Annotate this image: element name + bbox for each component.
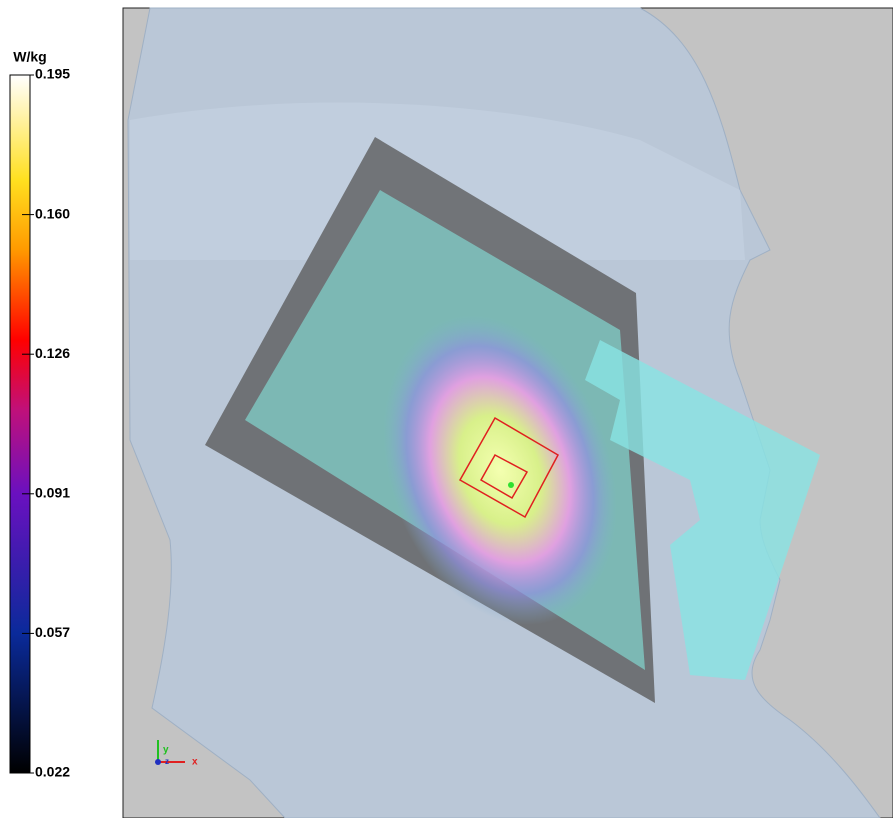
z-axis-label: z	[165, 757, 169, 766]
colorbar-tick-label: 0.091	[35, 485, 70, 501]
peak-point	[508, 482, 514, 488]
colorbar-tick-label: 0.160	[35, 205, 70, 221]
colorbar-tick-label: 0.057	[35, 624, 70, 640]
z-axis-dot	[155, 759, 161, 765]
colorbar-tick-label: 0.195	[35, 66, 70, 82]
colorbar-unit: W/kg	[13, 49, 46, 65]
sar-distribution	[383, 315, 617, 625]
colorbar-tick-label: 0.022	[35, 764, 70, 780]
colorbar-ticks: 0.195 0.160 0.126 0.091 0.057 0.022	[22, 66, 70, 780]
y-axis-label: y	[163, 745, 169, 756]
zoom-scan-inner	[479, 453, 529, 500]
antenna-plate	[585, 340, 820, 680]
zoom-scan-outer	[458, 416, 559, 519]
colorbar	[9, 74, 31, 774]
colorbar-tick-label: 0.126	[35, 345, 70, 361]
x-axis-label: x	[192, 757, 198, 768]
